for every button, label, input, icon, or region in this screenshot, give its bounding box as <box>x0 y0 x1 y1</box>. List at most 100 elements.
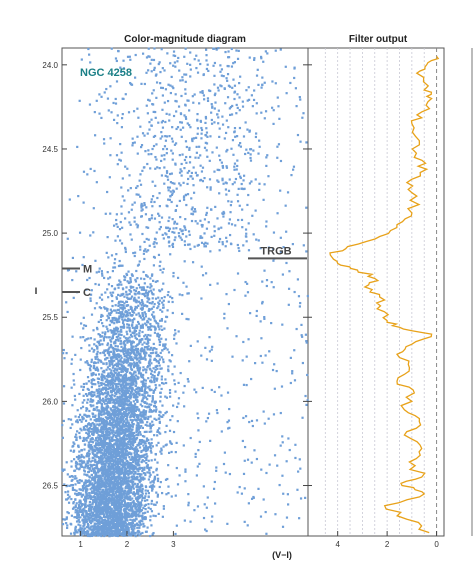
data-point <box>150 313 154 316</box>
data-point <box>168 186 171 189</box>
data-point <box>124 519 127 522</box>
data-point <box>132 473 135 476</box>
data-point <box>129 333 133 336</box>
data-point <box>106 529 109 532</box>
data-point <box>172 189 175 192</box>
data-point <box>108 422 111 425</box>
data-point <box>96 530 99 533</box>
data-point <box>104 358 107 361</box>
data-point <box>115 362 118 365</box>
data-point <box>189 68 192 71</box>
data-point <box>111 291 115 294</box>
data-point <box>150 214 154 217</box>
data-point <box>258 182 261 185</box>
data-point <box>235 112 238 115</box>
data-point <box>179 215 182 219</box>
data-point <box>121 398 125 401</box>
data-point <box>159 290 162 293</box>
data-point <box>128 336 131 339</box>
data-point <box>87 337 90 340</box>
data-point <box>107 528 111 531</box>
data-point <box>142 468 145 471</box>
data-point <box>179 112 183 115</box>
data-point <box>111 457 114 460</box>
data-point <box>106 342 110 345</box>
data-point <box>171 192 174 195</box>
data-point <box>121 488 124 491</box>
data-point <box>148 301 151 305</box>
data-point <box>127 492 131 495</box>
data-point <box>125 434 128 437</box>
data-point <box>171 230 174 234</box>
data-point <box>119 142 122 146</box>
data-point <box>141 499 144 502</box>
data-point <box>129 233 132 236</box>
data-point <box>230 242 233 246</box>
data-point <box>116 235 119 238</box>
data-point <box>167 451 171 454</box>
data-point <box>171 158 174 161</box>
data-point <box>142 366 145 369</box>
data-point <box>181 232 184 236</box>
data-point <box>95 467 98 470</box>
data-point <box>158 61 161 64</box>
data-point <box>98 398 102 401</box>
data-point <box>96 525 99 528</box>
data-point <box>100 418 103 422</box>
data-point <box>86 398 89 401</box>
data-point <box>97 474 100 477</box>
data-point <box>119 363 122 366</box>
data-point <box>96 355 99 358</box>
data-point <box>105 512 108 516</box>
data-point <box>172 227 175 230</box>
data-point <box>128 312 131 315</box>
data-point <box>75 438 78 442</box>
data-point <box>89 418 92 421</box>
data-point <box>141 330 144 334</box>
data-point <box>166 99 170 103</box>
data-point <box>112 381 115 384</box>
data-point <box>235 103 238 107</box>
data-point <box>174 163 177 166</box>
data-point <box>121 468 124 471</box>
data-point <box>74 525 77 528</box>
data-point <box>233 91 236 94</box>
data-point <box>155 96 158 99</box>
data-point <box>211 105 214 108</box>
data-point <box>230 113 234 116</box>
data-point <box>120 499 123 503</box>
data-point <box>107 296 110 299</box>
data-point <box>90 385 93 389</box>
data-point <box>130 534 133 537</box>
data-point <box>154 155 157 159</box>
data-point <box>152 279 155 282</box>
data-point <box>104 499 107 502</box>
data-point <box>110 501 114 504</box>
data-point <box>191 95 194 98</box>
data-point <box>109 494 112 497</box>
data-point <box>112 118 116 121</box>
data-point <box>80 495 83 498</box>
data-point <box>129 447 132 450</box>
data-point <box>138 292 141 295</box>
data-point <box>93 169 96 173</box>
data-point <box>172 64 175 67</box>
data-point <box>139 195 142 198</box>
data-point <box>131 455 134 459</box>
data-point <box>150 499 154 503</box>
data-point <box>105 482 108 485</box>
data-point <box>208 178 212 181</box>
data-point <box>148 403 151 406</box>
data-point <box>103 468 107 471</box>
data-point <box>106 380 110 383</box>
data-point <box>216 86 220 89</box>
data-point <box>118 428 121 431</box>
data-point <box>207 89 211 92</box>
data-point <box>171 126 174 129</box>
data-point <box>137 492 140 495</box>
data-point <box>117 311 120 315</box>
data-point <box>125 351 128 355</box>
data-point <box>161 301 164 304</box>
data-point <box>122 503 125 506</box>
data-point <box>80 346 83 350</box>
